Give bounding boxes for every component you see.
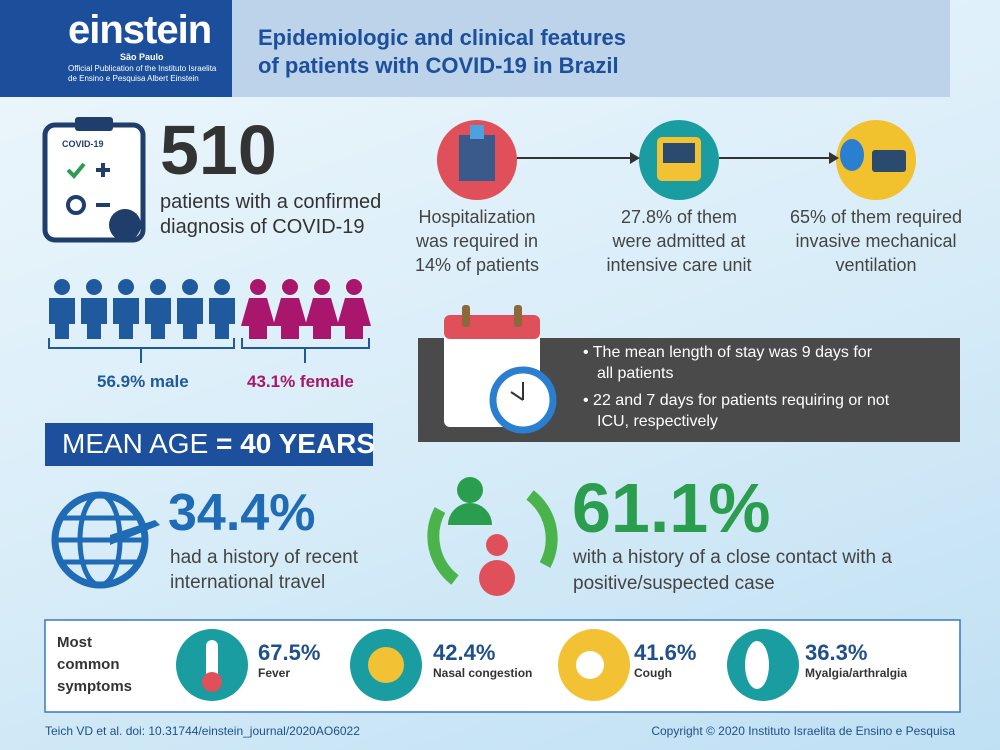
text-line: Hospitalization [418,207,536,227]
text-line: • [583,344,593,361]
text-line: 65% of them required [789,207,963,227]
patient-text: patients with a confirmed diagnosis of C… [160,190,381,240]
female-icon [305,279,339,339]
text-line: invasive mechanical [795,231,957,251]
symptom-value: 41.6% [634,640,697,665]
symptom: 41.6% Cough [634,640,696,680]
text-line: of patients with COVID-19 in Brazil [258,53,619,78]
logo: einstein [68,8,212,52]
text-line: positive/suspected case [573,573,775,594]
calendar-icon [444,305,557,434]
male-icon [81,279,107,339]
text-line: all patients [597,365,674,382]
contact-icon [427,477,558,596]
text-line: patients with a confirmed [160,191,382,213]
text-line: de Ensino e Pesquisa Albert Einstein [68,74,199,83]
equals: = [216,428,233,459]
text-line: 22 and 7 days for patients requiring or … [593,392,890,409]
text-line: common [57,656,120,673]
symptom: 67.5% Fever [258,640,320,680]
publication: Official Publication of the Instituto Is… [68,64,216,84]
people-icons [49,279,371,339]
bullet: • The mean length of stay was 9 days for… [583,342,889,384]
globe-icon [51,491,160,589]
female-share: 43.1% female [247,372,354,391]
text-line: 14% of patients [414,255,540,275]
contact-value: 61.1% [572,469,771,547]
flow-caption: 65% of them required invasive mechanical v… [781,205,971,277]
male-icon [177,279,203,339]
patient-count: 510 [160,111,277,189]
symptom-value: 36.3% [805,640,868,665]
bracket [48,338,370,363]
copyright: Copyright © 2020 Instituto Israelita de … [651,724,955,738]
symptom-value: 67.5% [258,640,321,665]
text-line: • [583,392,594,409]
symptom-value: 42.4% [433,640,496,665]
logo-sub: São Paulo [120,52,164,62]
symptom-label: Myalgia/arthralgia [805,666,908,680]
title-band [232,0,950,97]
contact-text: with a history of a close contact with a… [573,545,892,597]
text-line: intensive care unit [606,255,752,275]
text-line: Official Publication of the Instituto Is… [68,64,217,73]
text-line: was required in [415,231,539,251]
mean-age-label: MEAN AGE [62,428,209,459]
female-icon [337,279,371,339]
symptom-label: Cough [634,666,672,680]
female-icon [273,279,307,339]
citation: Teich VD et al. doi: 10.31744/einstein_j… [45,724,360,738]
text-line: international travel [170,572,326,593]
travel-value: 34.4% [168,484,316,542]
travel-text: had a history of recent international tr… [170,545,358,595]
text-line: ventilation [835,255,917,275]
symptom-label: Fever [258,666,291,680]
icon-label: COVID-19 [62,139,104,149]
symptom-label: Nasal congestion [433,666,533,680]
symptom-icons [176,629,799,701]
text-line: with a history of a close contact with a [573,547,892,568]
text-line: were admitted at [612,231,746,251]
flow-caption: 27.8% of them were admitted at intensive c… [584,205,774,277]
male-icon [145,279,171,339]
text-line: had a history of recent [170,547,358,568]
female-icon [241,279,275,339]
flow-caption: Hospitalization was required in 14% of pat… [382,205,572,277]
male-icon [209,279,235,339]
text-line: Most [57,634,92,651]
title: Epidemiologic and clinical features of p… [258,24,626,80]
symptom: 42.4% Nasal congestion [433,640,532,680]
bullet: • 22 and 7 days for patients requiring o… [583,390,889,432]
logo-block [0,0,232,97]
clipboard-icon [42,117,146,243]
symptoms-heading: Most common symptoms [57,632,132,698]
text-line: Epidemiologic and clinical features [258,25,626,50]
mean-age-value: 40 YEARS [240,428,376,459]
male-icon [49,279,75,339]
male-icon [113,279,139,339]
male-share: 56.9% male [97,372,189,391]
flow-icons [437,120,916,200]
mean-age-box [45,423,373,466]
mean-age: MEAN AGE = 40 YEARS [62,428,375,460]
text-line: diagnosis of COVID-19 [160,216,365,238]
stay-bullets: • The mean length of stay was 9 days for… [583,342,889,432]
text-line: The mean length of stay was 9 days for [592,344,873,361]
symptom: 36.3% Myalgia/arthralgia [805,640,907,680]
text-line: symptoms [57,678,133,695]
text-line: 27.8% of them [620,207,738,227]
text-line: ICU, respectively [597,413,718,430]
